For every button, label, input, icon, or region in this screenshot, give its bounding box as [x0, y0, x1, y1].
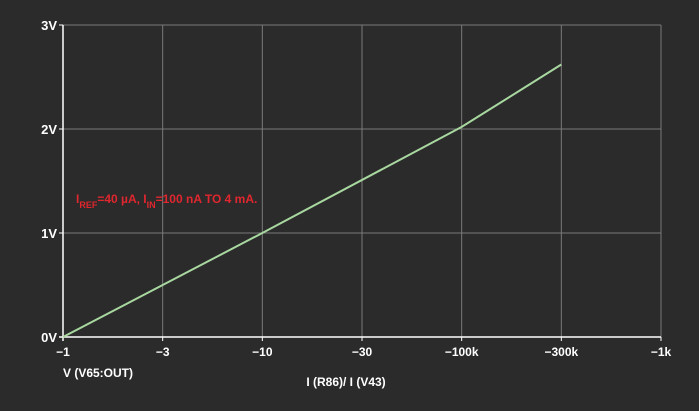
x-tick-label: −100k	[445, 345, 479, 359]
y-axis-label: V (V65:OUT)	[63, 366, 133, 380]
y-tick-label: 0V	[41, 330, 57, 345]
x-tick-label: −3	[156, 345, 170, 359]
annotation-iref-subscript: REF	[79, 200, 98, 210]
x-tick-label: −10	[252, 345, 273, 359]
annotation-iref-value: =40 µA, I	[97, 192, 146, 206]
axes	[59, 24, 662, 341]
x-axis-label: I (R86)/ I (V43)	[306, 375, 385, 389]
y-tick-label: 1V	[41, 226, 57, 241]
series	[62, 63, 562, 338]
annotation-iin-range: =100 nA TO 4 mA.	[156, 192, 258, 206]
x-tick-label: −1k	[651, 345, 672, 359]
x-tick-label: −1	[56, 345, 70, 359]
tick-labels: −1 −3 −10 −30 −100k −300k −1k 0V 1V 2V 3V	[41, 18, 671, 359]
series-line	[62, 63, 562, 338]
y-tick-label: 3V	[41, 18, 57, 33]
annotation: IREF=40 µA, IIN=100 nA TO 4 mA.	[76, 192, 257, 210]
x-tick-label: −300k	[544, 345, 578, 359]
y-tick-label: 2V	[41, 122, 57, 137]
annotation-iref: I	[76, 192, 79, 206]
x-tick-label: −30	[352, 345, 373, 359]
annotation-iin-subscript: IN	[147, 200, 156, 210]
